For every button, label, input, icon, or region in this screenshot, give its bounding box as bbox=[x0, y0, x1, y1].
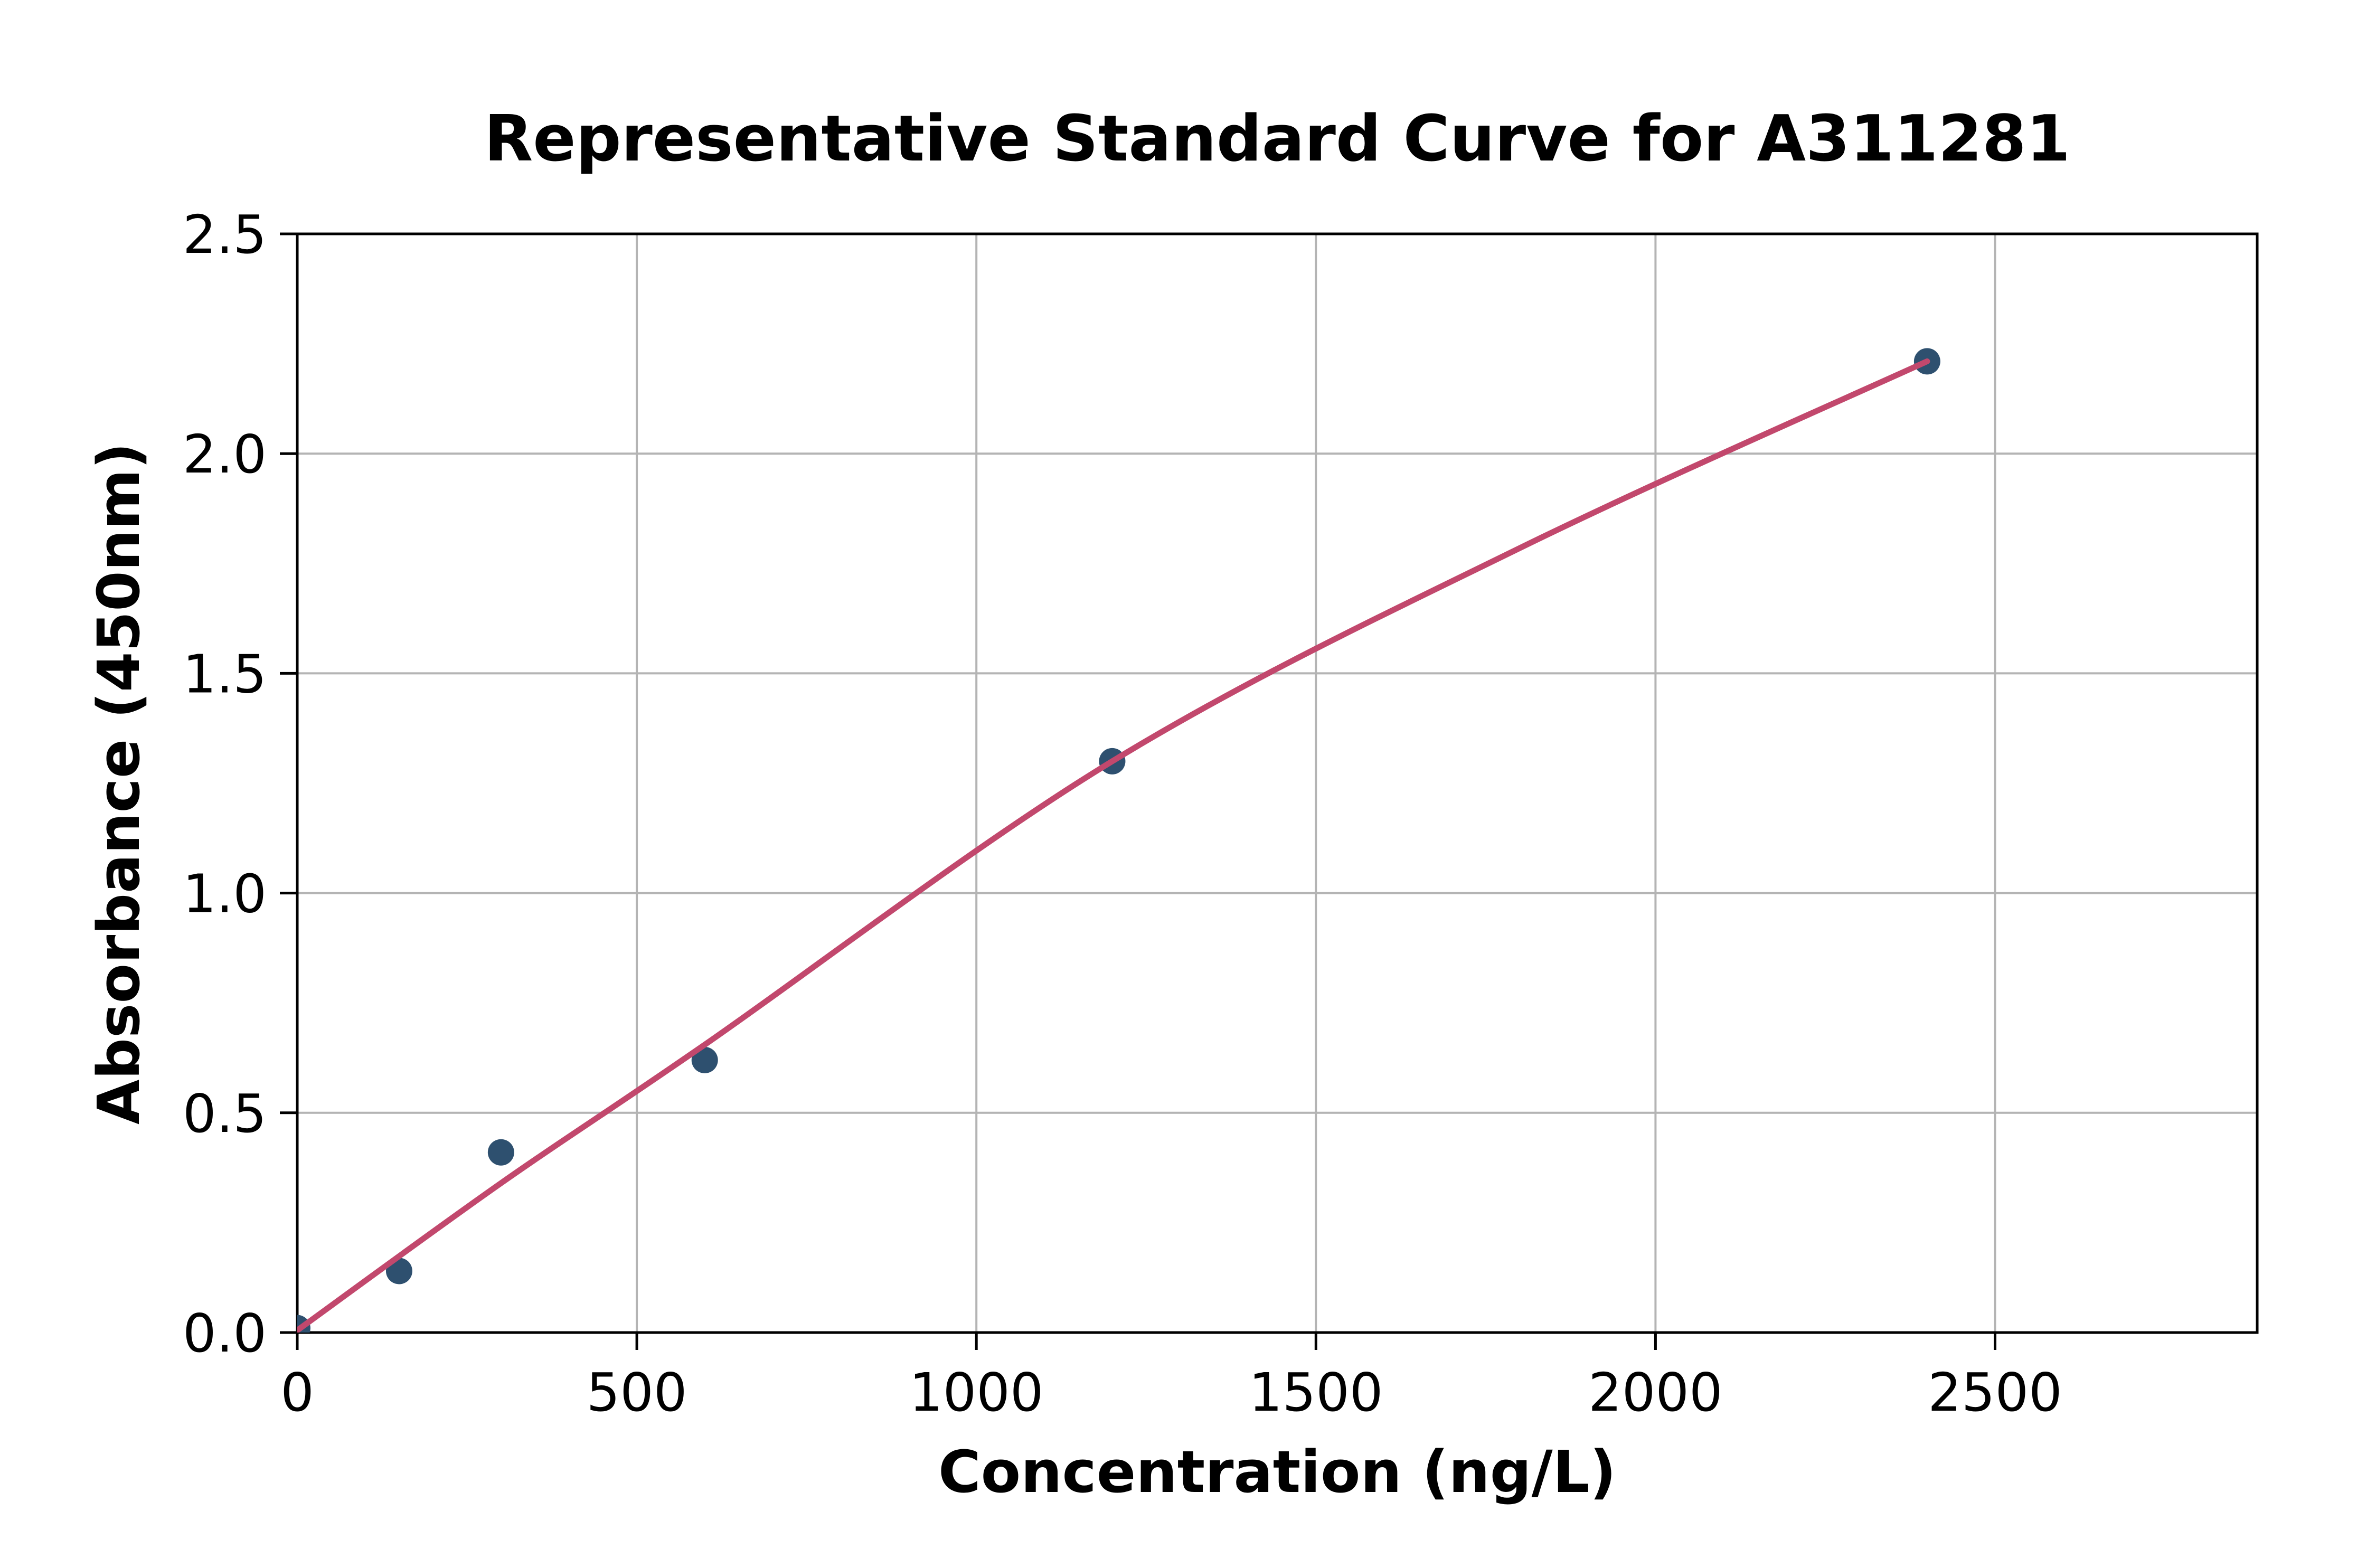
gridlines bbox=[297, 233, 2257, 1333]
data-point bbox=[691, 1046, 718, 1073]
x-tick-label: 1000 bbox=[909, 1362, 1044, 1423]
fitted-curve bbox=[297, 358, 1930, 1333]
y-tick-label: 0.5 bbox=[183, 1083, 267, 1145]
x-tick-label: 2500 bbox=[1928, 1362, 2062, 1423]
x-tick-label: 1500 bbox=[1249, 1362, 1383, 1423]
y-tick-label: 1.0 bbox=[183, 863, 267, 925]
x-tick-label: 500 bbox=[587, 1362, 687, 1423]
plot-content bbox=[297, 348, 1940, 1333]
x-axis-label: Concentration (ng/L) bbox=[938, 1438, 1617, 1506]
x-tick-label: 0 bbox=[280, 1362, 314, 1423]
y-tick-label: 2.0 bbox=[183, 423, 267, 485]
y-tick-label: 2.5 bbox=[183, 204, 267, 266]
axis-ticks bbox=[280, 232, 1997, 1350]
plot-frame bbox=[296, 232, 2259, 1334]
y-tick-label: 1.5 bbox=[183, 643, 267, 705]
tick-labels: 0 500 1000 1500 2000 2500 0.0 0.5 1.0 1.5 2.0 2.5 bbox=[183, 204, 2062, 1423]
data-point bbox=[487, 1139, 514, 1166]
chart-title: Representative Standard Curve for A31128… bbox=[484, 102, 2071, 176]
y-tick-label: 0.0 bbox=[183, 1302, 267, 1364]
x-tick-label: 2000 bbox=[1588, 1362, 1723, 1423]
